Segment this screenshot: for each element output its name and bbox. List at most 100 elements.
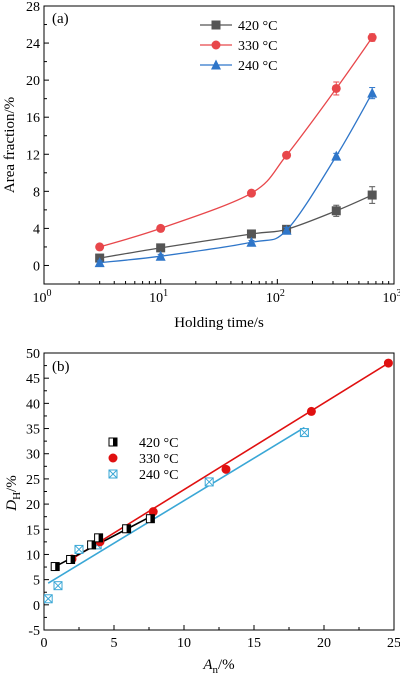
- series-line-a: [99, 92, 373, 264]
- y-tick-label-b: 10: [26, 548, 40, 563]
- y-tick-label-a: 0: [33, 259, 40, 274]
- data-point-a: [331, 83, 341, 93]
- legend-label-a: 330 °C: [238, 39, 277, 54]
- x-tick-label-a-base: 10: [33, 291, 47, 306]
- y-tick-label-b: 45: [26, 372, 40, 387]
- x-axis-label-b-sub: n: [213, 664, 219, 675]
- data-point-a: [155, 250, 166, 261]
- legend-marker-b: [108, 437, 118, 447]
- y-tick-label-b: 40: [26, 397, 40, 412]
- data-point-b: [148, 507, 158, 517]
- data-point-a: [367, 190, 377, 200]
- x-tick-label-a-exp: 2: [280, 288, 285, 299]
- data-point-b-cross: [204, 477, 214, 487]
- legend-label-a: 420 °C: [238, 19, 277, 34]
- legend-marker-b-fill: [113, 438, 117, 446]
- legend-marker-a: [211, 59, 221, 70]
- x-tick-label-a-exp: 1: [163, 288, 168, 299]
- legend-marker-b: [108, 469, 118, 479]
- data-point-a: [246, 236, 257, 247]
- data-point-a: [367, 87, 378, 98]
- y-axis-label-b-sub: H: [11, 492, 23, 500]
- y-tick-label-b: 25: [26, 473, 40, 488]
- legend-label-b: 240 °C: [139, 468, 178, 483]
- x-tick-label-b: 25: [387, 636, 400, 651]
- x-tick-label-b: 0: [41, 636, 48, 651]
- plot-frame-a: [43, 5, 395, 285]
- fit-line-b: [47, 426, 305, 584]
- data-point-b-fill: [126, 524, 131, 533]
- data-point-b: [94, 533, 104, 543]
- y-axis-label-b-suffix: /%: [4, 475, 20, 492]
- data-point-b: [221, 464, 231, 474]
- series-line-a: [99, 194, 373, 259]
- x-tick-labels-b: 0 5 10 15 20 25: [41, 636, 400, 651]
- data-point-a: [94, 257, 105, 268]
- x-tick-label-b: 5: [111, 636, 118, 651]
- data-point-b-fill: [70, 555, 75, 564]
- x-tick-label-a-base: 10: [149, 291, 163, 306]
- legend-label-a: 240 °C: [238, 59, 277, 74]
- x-tick-labels-a: 100 101 102 103: [33, 288, 400, 306]
- x-tick-label-a-exp: 0: [47, 288, 52, 299]
- y-tick-label-b: 20: [26, 498, 40, 513]
- y-tick-labels-a: 0 4 8 12 16 20 24 28: [26, 0, 40, 274]
- panel-label-a: (a): [52, 11, 69, 27]
- y-tick-label-a: 4: [33, 222, 40, 237]
- y-tick-label-b: 50: [26, 347, 40, 362]
- legend-marker-b: [108, 453, 118, 463]
- y-tick-label-a: 16: [26, 111, 40, 126]
- data-point-a: [331, 150, 342, 161]
- data-point-a: [156, 223, 166, 233]
- data-point-a: [282, 150, 292, 160]
- y-tick-label-b: 15: [26, 523, 40, 538]
- y-tick-labels-b: -5 0 5 10 15 20 25 30 35 40 45 50: [26, 347, 40, 639]
- legend-marker-a: [211, 20, 221, 30]
- data-point-b-cross: [74, 545, 84, 554]
- y-tick-label-a: 28: [26, 0, 40, 15]
- y-tick-label-a: 12: [26, 148, 40, 163]
- data-point-a: [246, 188, 256, 198]
- y-tick-label-b: 30: [26, 448, 40, 463]
- x-tick-label-a: 100: [33, 288, 52, 306]
- fit-line-b: [71, 362, 389, 560]
- x-axis-label-b-suffix: /%: [218, 657, 235, 673]
- y-tick-label-b: -5: [28, 624, 40, 639]
- x-tick-label-a: 103: [383, 288, 400, 306]
- data-point-b: [66, 554, 76, 564]
- data-point-b: [53, 581, 63, 591]
- x-tick-label-a-exp: 3: [397, 288, 400, 299]
- series-marks-b: [44, 358, 393, 604]
- y-axis-label-b-main: D: [4, 500, 20, 512]
- data-point-b: [299, 428, 309, 438]
- y-tick-label-b: 0: [33, 599, 40, 614]
- legend-marker-a: [211, 40, 221, 50]
- data-point-a: [246, 229, 256, 239]
- y-tick-label-a: 8: [33, 185, 40, 200]
- data-point-b-fill: [150, 514, 155, 523]
- legend-marker-b-cross: [108, 469, 118, 479]
- panel-label-b: (b): [52, 359, 70, 375]
- data-point-b-cross: [44, 594, 53, 604]
- x-tick-label-a-base: 10: [266, 291, 280, 306]
- tick-marks-a: [43, 5, 395, 285]
- x-tick-label-b: 20: [317, 636, 331, 651]
- data-point-b: [50, 562, 60, 572]
- x-tick-label-b: 15: [247, 636, 261, 651]
- y-tick-label-a: 24: [26, 37, 40, 52]
- y-tick-label-a: 20: [26, 74, 40, 89]
- plot-frame-b: [43, 352, 395, 631]
- x-tick-label-a: 102: [266, 288, 285, 306]
- tick-marks-b: [43, 352, 395, 631]
- data-point-b: [122, 524, 132, 534]
- data-point-b-cross: [300, 428, 309, 437]
- legend-a: 420 °C 330 °C 240 °C: [200, 19, 277, 74]
- legend-label-b: 330 °C: [139, 452, 178, 467]
- data-point-a: [367, 33, 377, 43]
- y-tick-label-b: 35: [26, 423, 40, 438]
- series-line-a: [99, 37, 373, 248]
- y-axis-label-b: DH/%: [4, 475, 23, 511]
